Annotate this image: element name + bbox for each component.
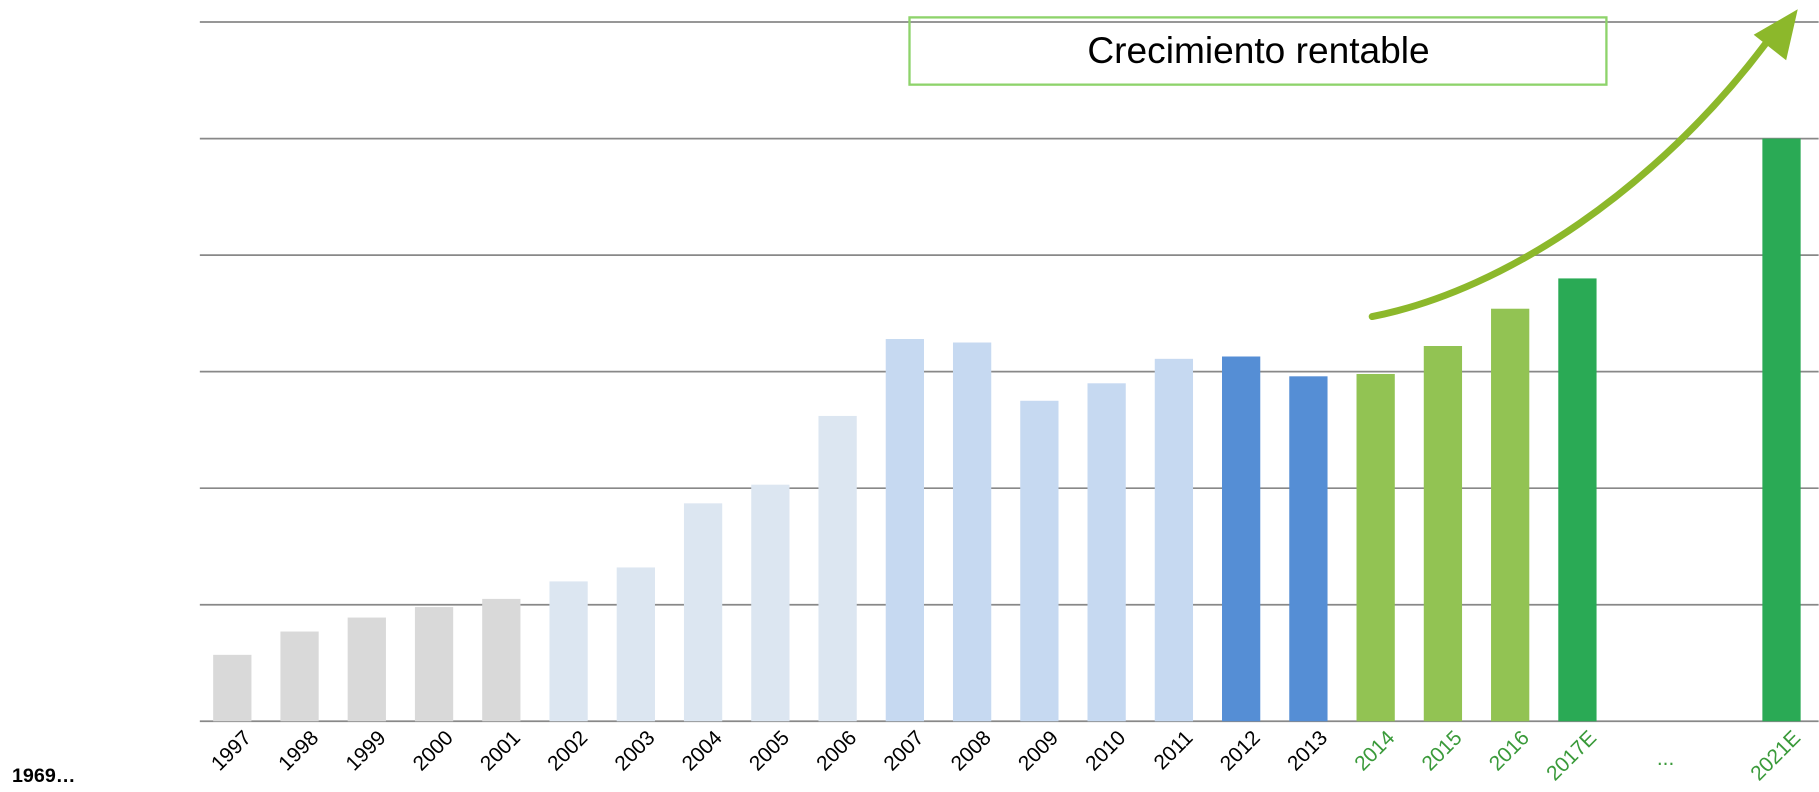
bar xyxy=(347,617,386,722)
x-tick-label: 2002 xyxy=(543,726,592,775)
x-tick-label: 2021E xyxy=(1746,726,1805,785)
x-tick-label: 2017E xyxy=(1542,726,1601,785)
x-tick-label: 2014 xyxy=(1350,726,1399,775)
bar xyxy=(1020,400,1059,722)
annotation: Crecimiento rentable xyxy=(1087,29,1429,71)
bar xyxy=(818,415,857,722)
bars xyxy=(213,138,1801,722)
x-tick-label: 2008 xyxy=(947,726,996,775)
x-tick-label: 2004 xyxy=(678,726,727,775)
bar xyxy=(751,484,790,722)
bar xyxy=(1491,308,1530,722)
bar xyxy=(952,342,992,722)
x-tick-label: 2000 xyxy=(409,726,458,775)
x-tick-label: 1997 xyxy=(207,726,256,775)
bar xyxy=(280,631,319,722)
bar xyxy=(1154,358,1194,722)
bar xyxy=(1423,346,1463,722)
x-tick-label: 2010 xyxy=(1081,726,1130,775)
bar xyxy=(683,503,723,722)
x-tick-label: 1999 xyxy=(341,726,390,775)
bar xyxy=(1289,376,1328,722)
x-tick-label: 2011 xyxy=(1150,726,1198,774)
x-tick-label: ... xyxy=(1657,747,1674,770)
bar xyxy=(213,654,252,722)
x-tick-label: 2009 xyxy=(1014,726,1063,775)
bar xyxy=(1087,383,1126,722)
bar xyxy=(1356,373,1395,722)
x-tick-label: 2016 xyxy=(1485,726,1534,775)
x-tick-label: 2015 xyxy=(1418,726,1467,775)
bar xyxy=(414,607,454,722)
grid xyxy=(199,21,1819,723)
growth-arrow xyxy=(1368,40,1769,321)
arrow-head xyxy=(1753,9,1798,61)
bar xyxy=(1762,138,1801,722)
bar xyxy=(616,567,655,722)
bar xyxy=(885,339,924,722)
x-tick-label: 2012 xyxy=(1216,726,1265,775)
x-tick-label: 2006 xyxy=(812,726,861,775)
annotation-box xyxy=(908,16,1608,86)
bar xyxy=(482,598,521,722)
x-tick-label: 2007 xyxy=(879,726,928,775)
x-tick-label: 2003 xyxy=(610,726,659,775)
x-tick-label: 2001 xyxy=(476,726,525,775)
x-tick-label: 2013 xyxy=(1283,726,1332,775)
bar xyxy=(549,581,588,722)
bar xyxy=(1222,356,1261,722)
x-tick-label: 1998 xyxy=(274,726,323,775)
bar xyxy=(1558,278,1597,722)
x-tick-label: 2005 xyxy=(745,726,794,775)
start-label: 1969… xyxy=(12,765,76,787)
